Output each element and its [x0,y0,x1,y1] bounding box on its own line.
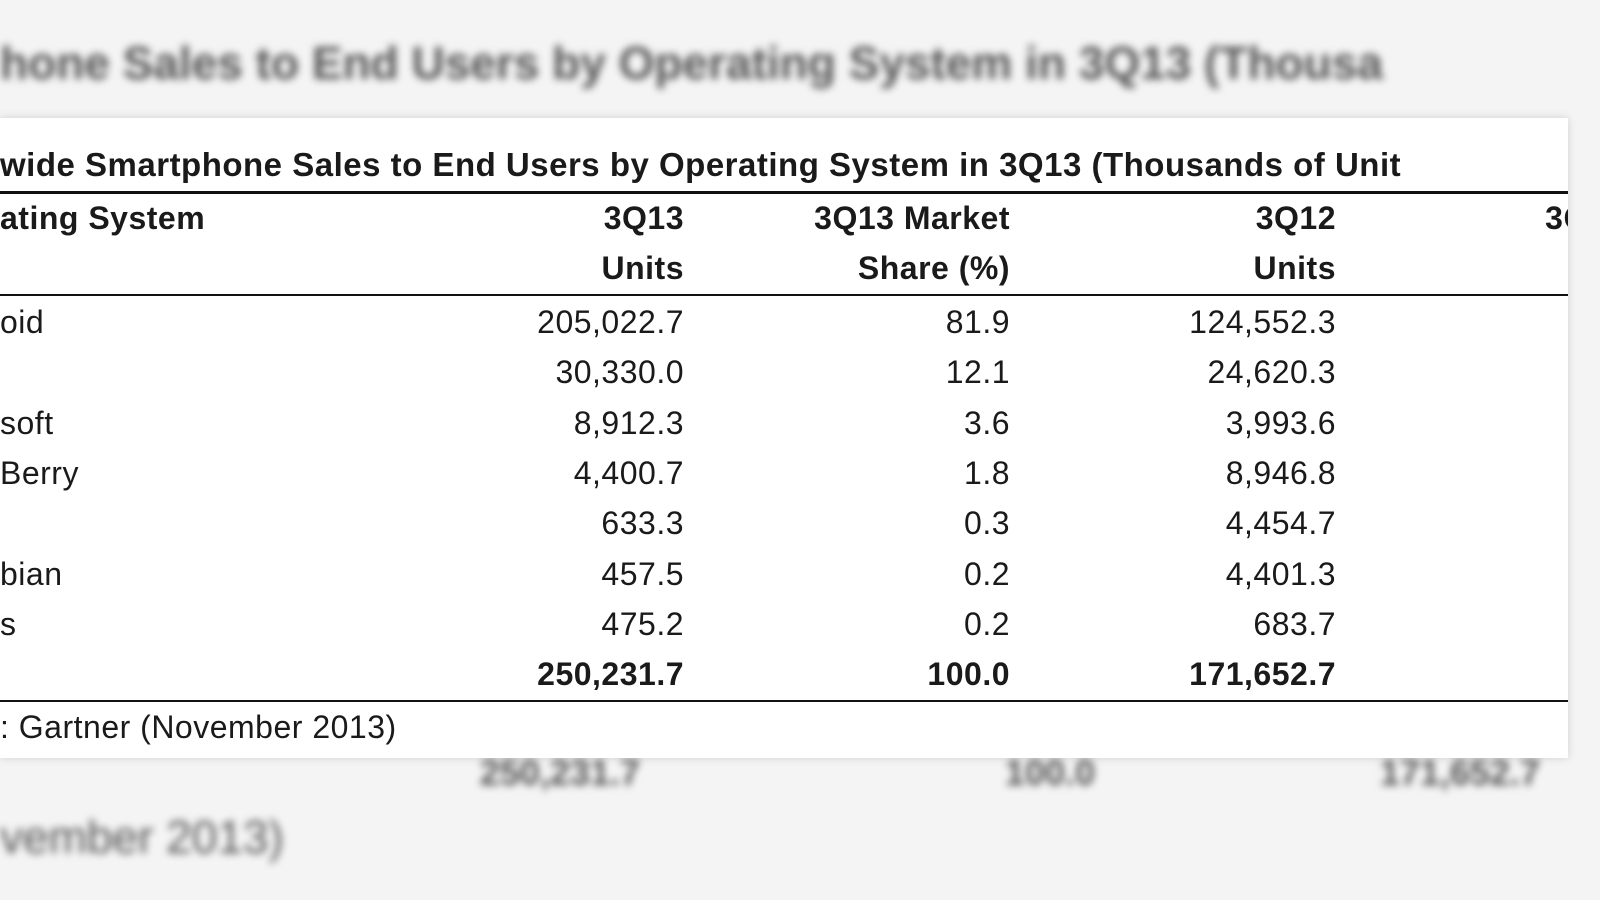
cell: 100.0 [927,656,1010,693]
row-label: bian [0,555,63,592]
bg-total: 171,652.7 [1379,752,1540,793]
cell: 0.2 [964,605,1010,642]
cell: 4,454.7 [1225,505,1336,542]
bg-title: hone Sales to End Users by Operating Sys… [0,37,1383,89]
cell: 124,552.3 [1189,304,1336,340]
table-panel: wide Smartphone Sales to End Users by Op… [0,118,1568,758]
cell: 0.2 [964,555,1010,592]
column-header: 3Q12 [1255,200,1336,236]
column-header: 3Q13 Market [814,200,1010,236]
row-label: Berry [0,454,79,491]
rule [0,700,1568,702]
row-label: oid [0,304,45,340]
cell: 8,946.8 [1225,454,1336,491]
cell: 250,231.7 [537,656,684,693]
column-header: ating System [0,200,206,236]
cell: 171,652.7 [1189,656,1336,693]
column-header: Units [601,250,684,286]
cell: 12.1 [945,354,1010,391]
column-header: 3Q12 M [1545,200,1568,236]
cell: 81.9 [945,304,1010,340]
cell: 30,330.0 [555,354,684,391]
cell: 205,022.7 [537,304,684,340]
cell: 4,401.3 [1225,555,1336,592]
bg-total: 100.0 [1004,752,1095,793]
cell: 24,620.3 [1207,354,1336,391]
cell: 4,400.7 [573,454,684,491]
column-header: Units [1253,250,1336,286]
cell: 475.2 [601,605,684,642]
cell: 8,912.3 [573,404,684,441]
cell: 683.7 [1253,605,1336,642]
column-header: Share (%) [857,250,1010,286]
cell: 1.8 [964,454,1010,491]
cell: 3.6 [964,404,1010,441]
cell: 457.5 [601,555,684,592]
cell: 0.3 [964,505,1010,542]
cell: 3,993.6 [1225,404,1336,441]
row-label: s [0,605,17,642]
bg-source: vember 2013) [0,811,284,863]
rule [0,294,1568,296]
rule [0,191,1568,194]
row-label: soft [0,404,54,441]
table-title: wide Smartphone Sales to End Users by Op… [0,146,1402,183]
bg-total: 250,231.7 [479,752,640,793]
column-header: 3Q13 [603,200,684,236]
source: : Gartner (November 2013) [0,709,397,745]
cell: 633.3 [601,505,684,542]
